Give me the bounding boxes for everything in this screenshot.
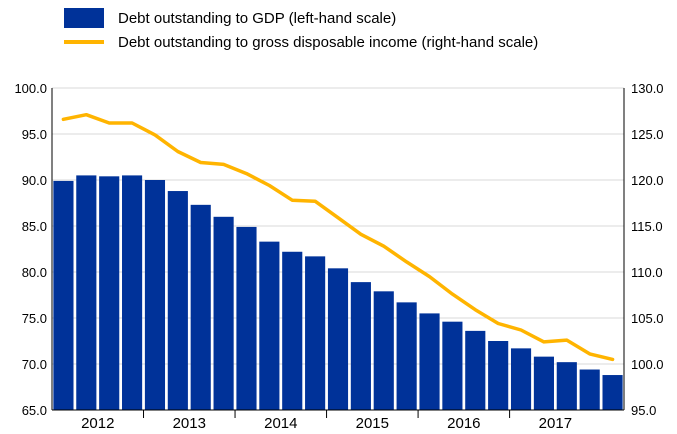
y-left-tick-label: 85.0 [22, 219, 47, 234]
x-tick-label: 2012 [81, 415, 114, 432]
bar [419, 313, 440, 410]
y-right-tick-label: 130.0 [631, 81, 664, 96]
y-right-tick-label: 110.0 [631, 265, 663, 280]
legend-swatch-line [64, 40, 104, 44]
bar [465, 330, 486, 410]
y-right-tick-label: 125.0 [631, 127, 664, 142]
x-tick-label: 2015 [356, 415, 389, 432]
bar [259, 241, 280, 410]
bar [396, 302, 417, 410]
bar [579, 369, 600, 410]
legend: Debt outstanding to GDP (left-hand scale… [64, 6, 538, 54]
bar [76, 175, 97, 410]
bar [442, 321, 463, 410]
y-left-tick-label: 90.0 [22, 173, 47, 188]
bar [99, 176, 120, 410]
y-left-tick-label: 75.0 [22, 311, 47, 326]
bar [53, 180, 74, 410]
bar [350, 282, 371, 410]
x-tick-label: 2017 [539, 415, 572, 432]
legend-item-line: Debt outstanding to gross disposable inc… [64, 30, 538, 54]
x-tick-label: 2013 [173, 415, 206, 432]
line-series [61, 112, 615, 362]
bar [236, 226, 257, 410]
y-right-tick-label: 105.0 [631, 311, 664, 326]
legend-item-bar: Debt outstanding to GDP (left-hand scale… [64, 6, 538, 30]
bar [190, 204, 211, 410]
y-right-tick-label: 115.0 [631, 219, 663, 234]
bar [533, 356, 554, 410]
axes: 100.0 95.0 90.0 85.0 80.0 75.0 70.0 65.0 130.0 12… [14, 81, 663, 432]
y-right-tick-label: 120.0 [631, 173, 664, 188]
x-tick-label: 2014 [264, 415, 297, 432]
x-tick-label: 2016 [447, 415, 480, 432]
y-left-tick-label: 100.0 [14, 81, 47, 96]
bar [510, 348, 532, 410]
bar [144, 180, 166, 410]
bar [488, 341, 509, 410]
bar [373, 291, 394, 410]
y-right-tick-label: 100.0 [631, 357, 664, 372]
legend-label-bar: Debt outstanding to GDP (left-hand scale… [118, 9, 397, 27]
y-right-tick-label: 95.0 [631, 403, 656, 418]
bar-series [53, 175, 623, 410]
y-left-tick-label: 65.0 [22, 403, 47, 418]
y-left-tick-label: 70.0 [22, 357, 47, 372]
bar [305, 256, 326, 410]
legend-swatch-bar [64, 8, 104, 28]
y-left-tick-label: 95.0 [22, 127, 47, 142]
bar [327, 268, 349, 410]
bar [213, 216, 234, 410]
y-left-tick-label: 80.0 [22, 265, 47, 280]
bar [556, 362, 577, 410]
bar [167, 191, 188, 410]
legend-label-line: Debt outstanding to gross disposable inc… [118, 33, 539, 51]
bar [282, 251, 303, 410]
line-series-path [61, 112, 615, 362]
bar [122, 175, 143, 410]
bar [602, 375, 623, 410]
